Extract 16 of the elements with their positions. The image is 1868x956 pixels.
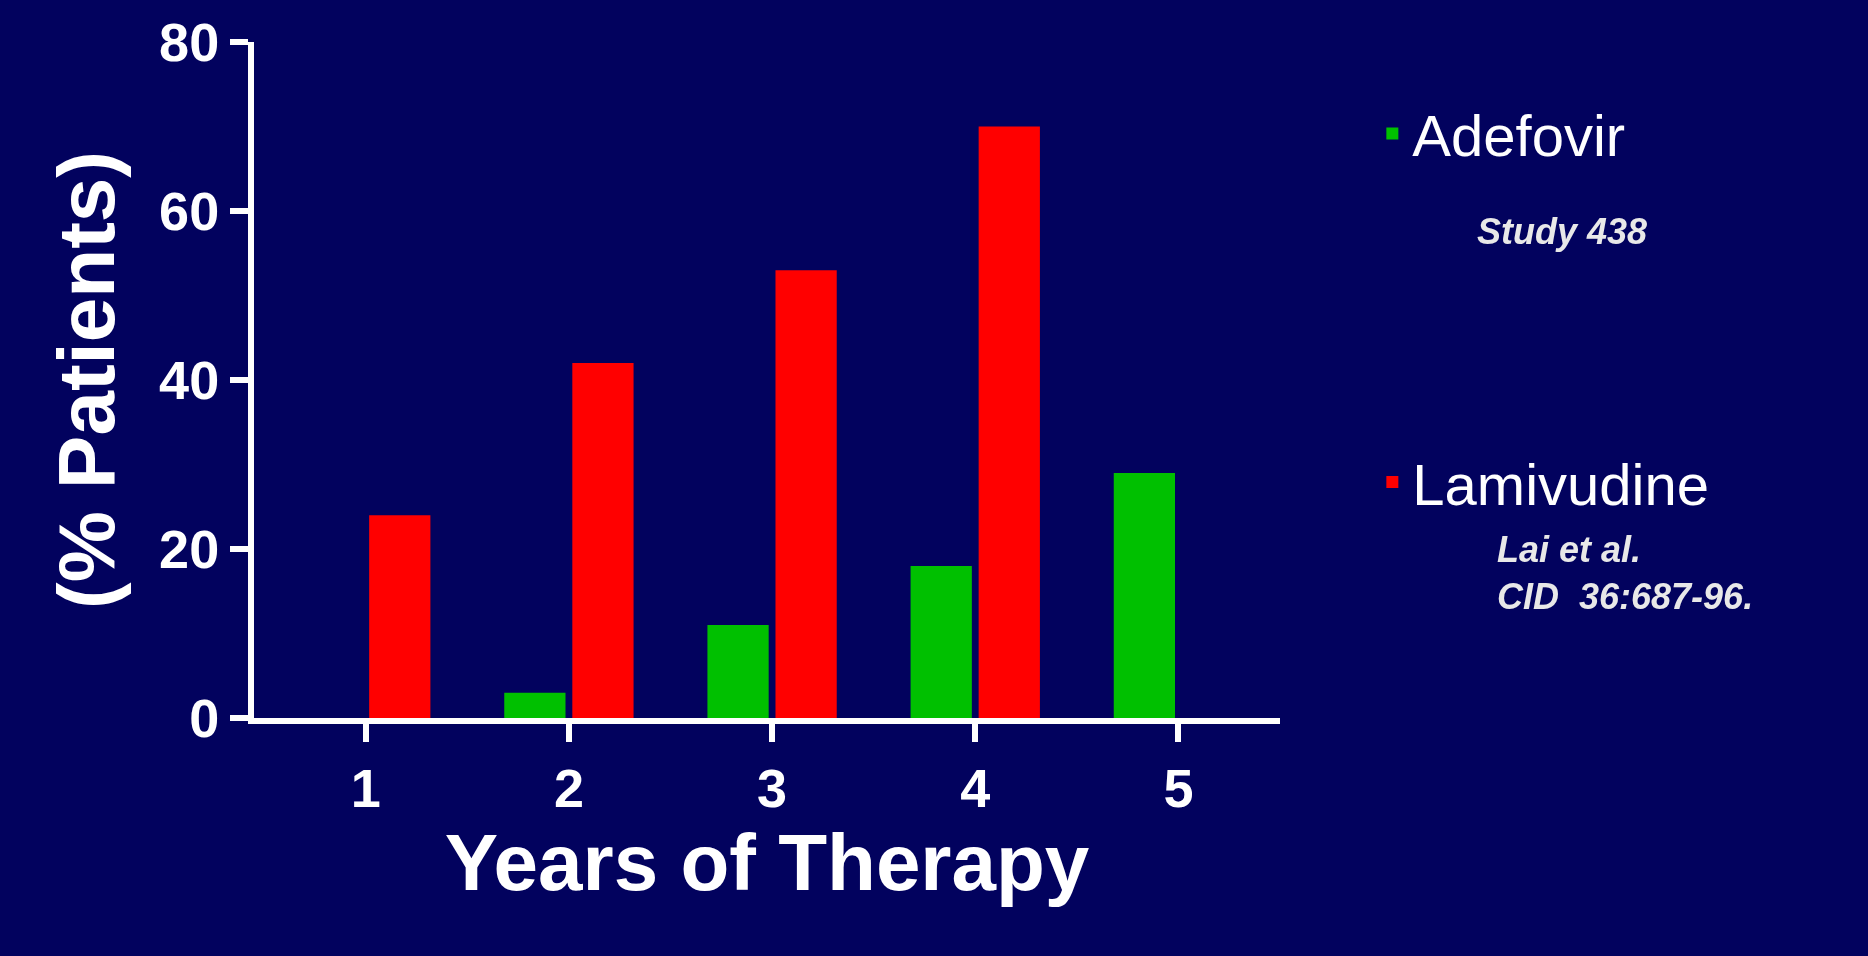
y-tick-label: 0 (189, 687, 220, 748)
y-tick-label: 40 (159, 349, 220, 410)
y-tick-label: 60 (159, 180, 220, 241)
y-tick-label: 20 (159, 518, 220, 579)
x-tick-label: 5 (1163, 757, 1194, 818)
text: Lai et al. CID 36:687-96. (1497, 529, 1754, 617)
x-tick-label: 4 (960, 757, 991, 818)
x-tick-label: 3 (757, 757, 788, 818)
legend-label: Lamivudine (1412, 451, 1709, 517)
text: Study 438 (1477, 211, 1648, 252)
x-axis-title: Years of Therapy (444, 817, 1090, 907)
y-axis-title: (% Patients) (42, 151, 132, 609)
legend-label: Adefovir (1412, 103, 1626, 169)
y-tick-label: 80 (159, 11, 220, 72)
x-tick-label: 2 (553, 757, 584, 818)
x-tick-label: 1 (350, 757, 381, 818)
